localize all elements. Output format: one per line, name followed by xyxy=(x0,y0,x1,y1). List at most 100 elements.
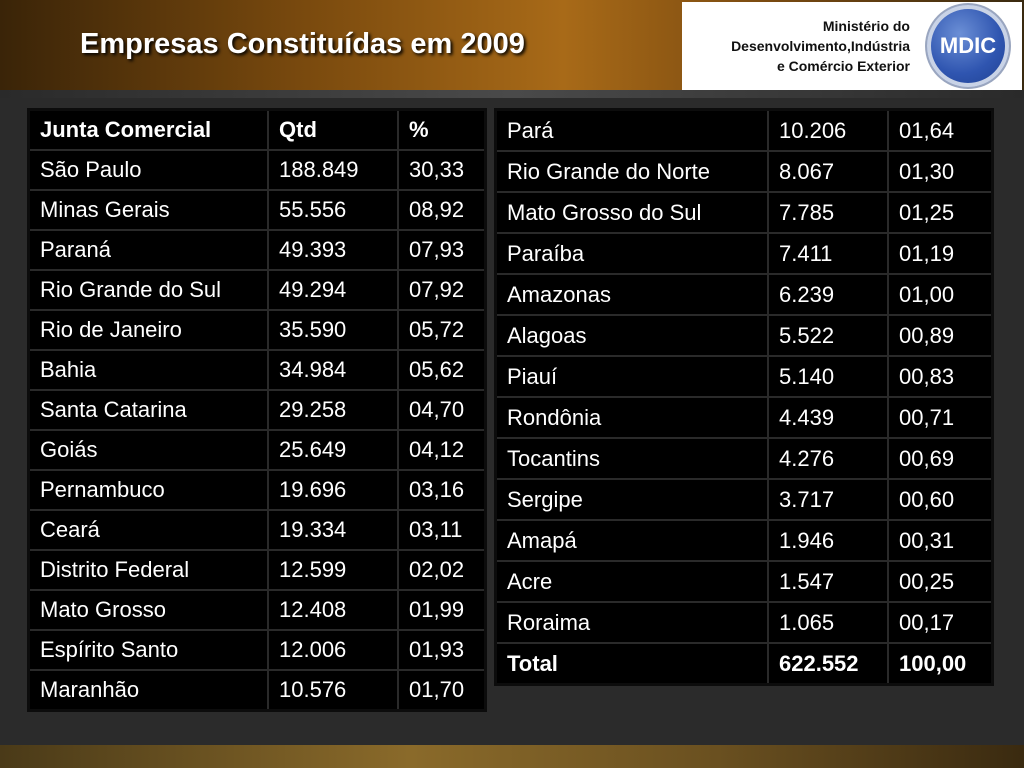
table-cell: 1.065 xyxy=(767,601,889,644)
table-cell: 01,25 xyxy=(887,191,994,234)
table-row: Goiás 25.649 04,12 xyxy=(27,429,487,471)
table-cell: 6.239 xyxy=(767,273,889,316)
table-row: Paraíba 7.411 01,19 xyxy=(494,232,994,275)
table-cell: Mato Grosso xyxy=(27,589,269,631)
table-row: Rio de Janeiro 35.590 05,72 xyxy=(27,309,487,351)
table-cell: 188.849 xyxy=(267,149,399,191)
table-cell: Alagoas xyxy=(494,314,769,357)
table-cell: Rondônia xyxy=(494,396,769,439)
table-right: Pará 10.206 01,64 Rio Grande do Norte 8.067 0… xyxy=(494,108,994,686)
table-row: Santa Catarina 29.258 04,70 xyxy=(27,389,487,431)
table-row: Mato Grosso 12.408 01,99 xyxy=(27,589,487,631)
table-cell: 05,72 xyxy=(397,309,487,351)
header-banner: Empresas Constituídas em 2009 Ministério… xyxy=(0,0,1024,90)
table-cell: Goiás xyxy=(27,429,269,471)
ministry-name: Ministério do Desenvolvimento,Indústria … xyxy=(670,16,910,76)
table-row: Ceará 19.334 03,11 xyxy=(27,509,487,551)
ministry-line-1: Ministério do xyxy=(822,18,910,34)
table-cell: São Paulo xyxy=(27,149,269,191)
table-cell: 30,33 xyxy=(397,149,487,191)
header-divider xyxy=(0,90,1024,98)
table-left: Junta Comercial Qtd% São Paulo 188.849 30,33… xyxy=(27,108,487,712)
table-row: Espírito Santo 12.006 01,93 xyxy=(27,629,487,671)
table-row: Piauí 5.140 00,83 xyxy=(494,355,994,398)
table-cell: 4.439 xyxy=(767,396,889,439)
table-row: Sergipe 3.717 00,60 xyxy=(494,478,994,521)
table-cell: 00,25 xyxy=(887,560,994,603)
table-cell: 622.552 xyxy=(767,642,889,686)
table-row: Minas Gerais 55.556 08,92 xyxy=(27,189,487,231)
table-cell: 00,83 xyxy=(887,355,994,398)
table-cell: Total xyxy=(494,642,769,686)
table-cell: 00,71 xyxy=(887,396,994,439)
table-cell: Pernambuco xyxy=(27,469,269,511)
table-cell: 07,92 xyxy=(397,269,487,311)
table-row: Distrito Federal 12.599 02,02 xyxy=(27,549,487,591)
table-cell: 04,12 xyxy=(397,429,487,471)
table-cell: 12.006 xyxy=(267,629,399,671)
table-cell: Pará xyxy=(494,108,769,152)
table-cell: 7.785 xyxy=(767,191,889,234)
table-row: Bahia 34.984 05,62 xyxy=(27,349,487,391)
table-cell: 08,92 xyxy=(397,189,487,231)
table-cell: 07,93 xyxy=(397,229,487,271)
table-cell: Amapá xyxy=(494,519,769,562)
table-cell: 01,93 xyxy=(397,629,487,671)
table-header-row: Junta Comercial Qtd% xyxy=(27,108,487,151)
table-cell: % xyxy=(397,108,487,151)
table-cell: Santa Catarina xyxy=(27,389,269,431)
table-cell: 00,17 xyxy=(887,601,994,644)
table-cell: Rio de Janeiro xyxy=(27,309,269,351)
table-cell: 3.717 xyxy=(767,478,889,521)
table-cell: 1.547 xyxy=(767,560,889,603)
table-cell: Rio Grande do Sul xyxy=(27,269,269,311)
table-cell: 34.984 xyxy=(267,349,399,391)
table-cell: 55.556 xyxy=(267,189,399,231)
table-cell: Bahia xyxy=(27,349,269,391)
table-cell: 7.411 xyxy=(767,232,889,275)
table-row: Paraná 49.393 07,93 xyxy=(27,229,487,271)
table-cell: 01,99 xyxy=(397,589,487,631)
table-cell: Roraima xyxy=(494,601,769,644)
table-cell: 00,69 xyxy=(887,437,994,480)
table-cell: Paraná xyxy=(27,229,269,271)
table-cell: 01,00 xyxy=(887,273,994,316)
table-row: Amazonas 6.239 01,00 xyxy=(494,273,994,316)
ministry-line-3: e Comércio Exterior xyxy=(776,58,910,74)
table-cell: Acre xyxy=(494,560,769,603)
mdic-logo: MDIC xyxy=(927,5,1009,87)
table-total-row: Total 622.552 100,00 xyxy=(494,642,994,686)
table-cell: 00,60 xyxy=(887,478,994,521)
table-cell: 1.946 xyxy=(767,519,889,562)
table-row: Mato Grosso do Sul 7.785 01,25 xyxy=(494,191,994,234)
table-cell: 25.649 xyxy=(267,429,399,471)
table-row: Pernambuco 19.696 03,16 xyxy=(27,469,487,511)
table-cell: Junta Comercial xyxy=(27,108,269,151)
table-row: Tocantins 4.276 00,69 xyxy=(494,437,994,480)
table-cell: 5.522 xyxy=(767,314,889,357)
table-row: Alagoas 5.522 00,89 xyxy=(494,314,994,357)
table-cell: 100,00 xyxy=(887,642,994,686)
table-cell: 01,19 xyxy=(887,232,994,275)
table-cell: 8.067 xyxy=(767,150,889,193)
table-cell: 35.590 xyxy=(267,309,399,351)
ministry-line-2: Desenvolvimento,Indústria xyxy=(731,38,910,54)
table-cell: Piauí xyxy=(494,355,769,398)
table-cell: 19.696 xyxy=(267,469,399,511)
table-cell: 05,62 xyxy=(397,349,487,391)
table-cell: 29.258 xyxy=(267,389,399,431)
table-row: Rio Grande do Sul 49.294 07,92 xyxy=(27,269,487,311)
page-title: Empresas Constituídas em 2009 xyxy=(80,28,525,60)
table-cell: Minas Gerais xyxy=(27,189,269,231)
table-cell: 03,16 xyxy=(397,469,487,511)
table-cell: 12.599 xyxy=(267,549,399,591)
table-cell: 04,70 xyxy=(397,389,487,431)
ministry-logo-box: Ministério do Desenvolvimento,Indústria … xyxy=(682,2,1022,90)
table-cell: 49.393 xyxy=(267,229,399,271)
table-row: Rio Grande do Norte 8.067 01,30 xyxy=(494,150,994,193)
table-cell: Distrito Federal xyxy=(27,549,269,591)
table-cell: 10.576 xyxy=(267,669,399,712)
table-cell: 12.408 xyxy=(267,589,399,631)
table-cell: 10.206 xyxy=(767,108,889,152)
table-row: São Paulo 188.849 30,33 xyxy=(27,149,487,191)
